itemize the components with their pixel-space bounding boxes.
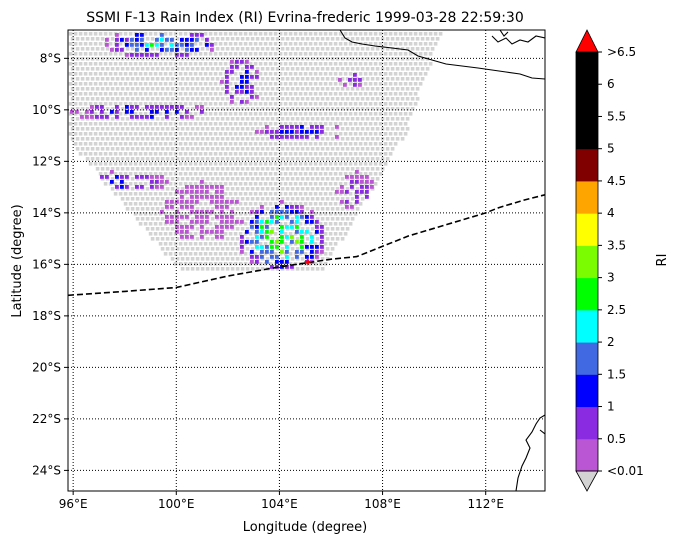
colorbar-band xyxy=(576,213,598,246)
colorbar-band xyxy=(576,309,598,343)
x-tick-label: 112°E xyxy=(467,497,504,511)
colorbar-tick-label: 4 xyxy=(607,206,615,220)
colorbar-tick-label: 5.5 xyxy=(607,109,626,123)
y-tick-label: 20°S xyxy=(32,360,61,374)
map-area[interactable] xyxy=(67,29,546,492)
y-tick-label: 22°S xyxy=(32,412,61,426)
colorbar-band xyxy=(576,277,598,311)
colorbar-tick-label: <0.01 xyxy=(607,464,644,478)
rain-index-pixels xyxy=(70,33,374,269)
y-tick-label: 16°S xyxy=(32,257,61,271)
colorbar-tick-label: 0.5 xyxy=(607,432,626,446)
x-axis-label: Longitude (degree) xyxy=(243,520,368,535)
colorbar-tick-label: >6.5 xyxy=(607,45,636,59)
colorbar-tick-label: 5 xyxy=(607,142,615,156)
colorbar-tick-label: 1 xyxy=(607,400,615,414)
colorbar-tick-label: 4.5 xyxy=(607,174,626,188)
x-tick-label: 104°E xyxy=(261,497,298,511)
colorbar-band xyxy=(576,52,598,85)
graticule xyxy=(68,30,545,491)
map-frame xyxy=(67,29,546,492)
y-axis-label: Latitude (degree) xyxy=(10,204,25,317)
colorbar-band xyxy=(576,84,598,117)
chart-title: SSMI F-13 Rain Index (RI) Evrina-frederi… xyxy=(86,10,524,26)
colorbar-band xyxy=(576,342,598,375)
x-axis-ticks: 96°E 100°E 104°E 108°E 112°E xyxy=(59,491,504,511)
storm-track-line xyxy=(68,194,545,297)
colorbar-band xyxy=(576,406,598,440)
x-tick-label: 108°E xyxy=(364,497,401,511)
colorbar-band xyxy=(576,438,598,472)
colorbar-under-arrow xyxy=(575,470,599,492)
colorbar-tick-label: 2 xyxy=(607,335,615,349)
colorbar-band xyxy=(576,116,598,150)
y-tick-label: 12°S xyxy=(32,154,61,168)
colorbar-frame xyxy=(575,51,599,472)
y-tick-label: 8°S xyxy=(40,51,61,65)
y-tick-label: 18°S xyxy=(32,309,61,323)
y-tick-label: 24°S xyxy=(32,463,61,477)
colorbar: >6.5 6 5.5 5 4.5 4 3.5 3 2.5 2 1.5 1 0.5 <0.01 xyxy=(575,29,644,492)
colorbar-label: RI xyxy=(655,254,670,267)
x-tick-label: 96°E xyxy=(59,497,88,511)
colorbar-band xyxy=(576,180,598,214)
colorbar-tick-label: 3.5 xyxy=(607,238,626,252)
y-tick-label: 10°S xyxy=(32,103,61,117)
storm-position-marker xyxy=(303,257,312,266)
y-axis-ticks: 8°S 10°S 12°S 14°S 16°S 18°S 20°S 22°S 24°S xyxy=(32,51,68,477)
colorbar-tick-label: 6 xyxy=(607,77,615,91)
colorbar-tick-label: 2.5 xyxy=(607,303,626,317)
coastlines xyxy=(339,30,545,491)
x-tick-label: 100°E xyxy=(158,497,195,511)
colorbar-tick-label: 3 xyxy=(607,271,615,285)
colorbar-band xyxy=(576,148,598,182)
colorbar-tick-label: 1.5 xyxy=(607,367,626,381)
colorbar-band xyxy=(576,374,598,408)
colorbar-over-arrow xyxy=(575,29,599,53)
colorbar-band xyxy=(576,245,598,279)
y-tick-label: 14°S xyxy=(32,206,61,220)
